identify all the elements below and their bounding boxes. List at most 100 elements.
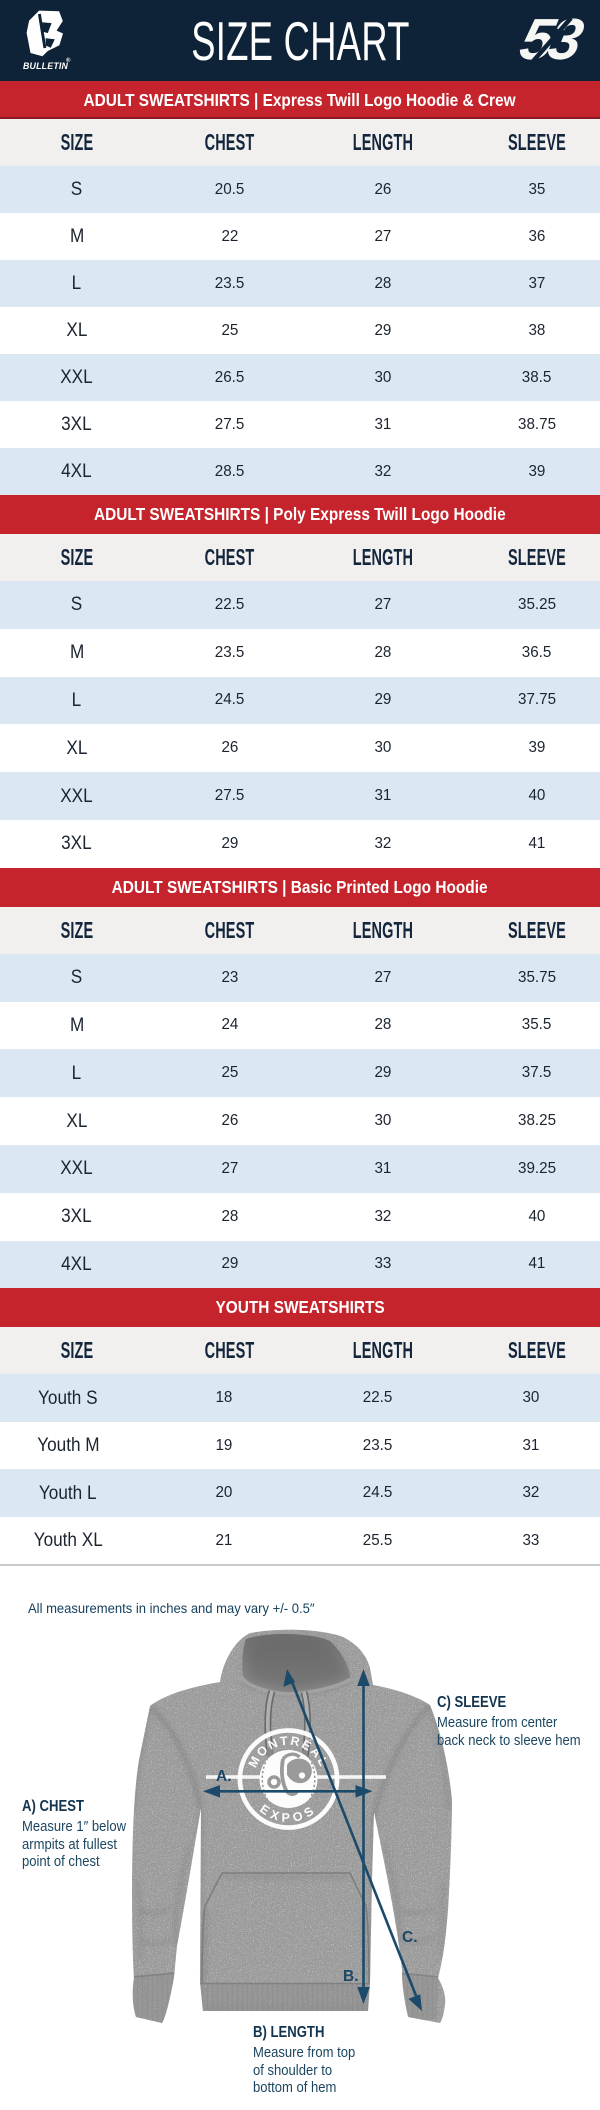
arrow-sleeve	[283, 1669, 422, 2011]
value-cell: 32	[374, 1207, 392, 1225]
value-cell: 32	[522, 1484, 539, 1502]
value-cell: 23.5	[215, 643, 245, 661]
bulletin-logo: BULLETIN ®	[23, 10, 71, 71]
table-row: S 22.5 27 35.25	[0, 581, 600, 629]
value-cell: 27	[374, 595, 392, 613]
sb-slash-icon	[526, 16, 573, 69]
hood-rim	[239, 1675, 353, 1696]
table-row: L 24.5 29 37.75	[0, 676, 600, 725]
value-cell: 30	[374, 368, 392, 386]
bulletin-brand: BULLETIN ®	[16, 5, 72, 78]
value-cell: 24.5	[362, 1484, 393, 1502]
value-cell: 38	[528, 321, 545, 339]
value-cell: 20.5	[215, 180, 245, 198]
value-cell: 35.25	[517, 595, 556, 613]
value-cell: 20	[215, 1484, 233, 1502]
value-cell: 28	[374, 643, 392, 661]
chest-annotation-line: Measure 1″ below	[22, 1819, 127, 1835]
size-cell: 3XL	[61, 413, 92, 435]
table-row: 3XL 28 32 40	[0, 1192, 600, 1241]
value-cell: 28	[374, 1016, 392, 1034]
table-row: 4XL 28.5 32 39	[0, 448, 600, 495]
value-cell: 24.5	[215, 691, 245, 709]
value-cell: 22.5	[362, 1389, 393, 1407]
size-cell: XXL	[60, 784, 93, 807]
table-row: M 23.5 28 36.5	[0, 628, 600, 677]
value-cell: 25	[221, 321, 239, 339]
table-row: M 22 27 36	[0, 213, 600, 260]
length-annotation-line: bottom of hem	[253, 2080, 337, 2096]
marker-c: C.	[402, 1929, 418, 1946]
column-header-length: LENGTH	[353, 544, 414, 570]
column-header-sleeve: SLEEVE	[507, 544, 566, 570]
value-cell: 39.25	[517, 1159, 556, 1177]
value-cell: 28.5	[215, 462, 245, 480]
value-cell: 27	[221, 1159, 239, 1177]
column-header-chest: CHEST	[205, 129, 255, 155]
size-cell: S	[70, 593, 83, 616]
size-cell: 3XL	[61, 1205, 92, 1228]
column-header-size: SIZE	[60, 544, 94, 570]
table-header-row: SIZE CHEST LENGTH SLEEVE	[0, 906, 600, 954]
value-cell: 27.5	[215, 787, 245, 805]
bulletin-wordmark: BULLETIN	[23, 61, 69, 71]
table-header-row: SIZE CHEST LENGTH SLEEVE	[0, 1327, 600, 1375]
size-cell: 4XL	[61, 1252, 92, 1275]
sb-logo: 53	[515, 8, 589, 72]
table-row: Youth S 18 22.5 30	[0, 1374, 600, 1422]
size-cell: 3XL	[61, 832, 92, 855]
column-header-sleeve: SLEEVE	[507, 1337, 566, 1364]
hoodie-illustration: MONTRÉAL EXPOS A. B. C.	[132, 1629, 452, 2024]
table-row: Youth M 19 23.5 31	[0, 1421, 600, 1470]
table-banner: ADULT SWEATSHIRTS | Basic Printed Logo H…	[0, 867, 600, 907]
value-cell: 35	[528, 180, 545, 198]
length-annotation-title: B) LENGTH	[253, 2024, 325, 2041]
size-cell: XL	[66, 736, 88, 759]
value-cell: 32	[374, 834, 392, 852]
table-row: L 25 29 37.5	[0, 1049, 600, 1098]
value-cell: 39	[528, 462, 545, 480]
value-cell: 21	[215, 1531, 233, 1549]
table-row: L 23.5 28 37	[0, 260, 600, 307]
chest-annotation: A) CHEST Measure 1″ below armpits at ful…	[22, 1798, 138, 1872]
value-cell: 40	[528, 787, 545, 805]
value-cell: 41	[528, 834, 545, 852]
table-row: Youth XL 21 25.5 33	[0, 1516, 600, 1565]
table-row: XL 25 29 38	[0, 307, 600, 354]
table-row: S 23 27 35.75	[0, 953, 600, 1002]
value-cell: 23	[221, 968, 239, 986]
size-cell: 4XL	[61, 460, 92, 482]
size-table-section-4: YOUTH SWEATSHIRTS SIZE CHEST LENGTH SLEE…	[0, 1288, 600, 1565]
size-table-section-1: ADULT SWEATSHIRTS | Express Twill Logo H…	[0, 81, 600, 495]
value-cell: 31	[374, 787, 392, 805]
value-cell: 38.75	[517, 415, 556, 433]
value-cell: 36	[528, 227, 545, 245]
chest-annotation-line: armpits at fullest	[22, 1836, 118, 1853]
value-cell: 23.5	[362, 1436, 393, 1454]
size-cell: Youth XL	[33, 1529, 103, 1552]
bulletin-b-counters	[41, 22, 55, 48]
sleeve-annotation-line: back neck to sleeve hem	[437, 1732, 581, 1749]
size-cell: S	[70, 178, 83, 200]
column-header-size: SIZE	[60, 916, 94, 943]
value-cell: 33	[522, 1531, 539, 1549]
size-cell: XL	[66, 1109, 88, 1132]
kangaroo-pocket	[201, 1872, 370, 1984]
value-cell: 26.5	[215, 368, 245, 386]
column-header-chest: CHEST	[205, 1337, 255, 1364]
sleeve-annotation-line: Measure from center	[437, 1715, 558, 1731]
length-annotation-line: of shoulder to	[253, 2062, 333, 2079]
value-cell: 40	[528, 1207, 545, 1225]
value-cell: 22	[221, 227, 239, 245]
value-cell: 31	[374, 415, 392, 433]
value-cell: 25	[221, 1064, 239, 1082]
size-cell: XXL	[60, 1157, 93, 1180]
value-cell: 18	[215, 1389, 233, 1407]
value-cell: 29	[374, 1064, 392, 1082]
marker-a: A.	[216, 1768, 232, 1785]
value-cell: 33	[374, 1255, 392, 1273]
value-cell: 27	[374, 227, 392, 245]
length-annotation: B) LENGTH Measure from top of shoulder t…	[253, 2024, 367, 2098]
column-header-length: LENGTH	[353, 916, 414, 943]
